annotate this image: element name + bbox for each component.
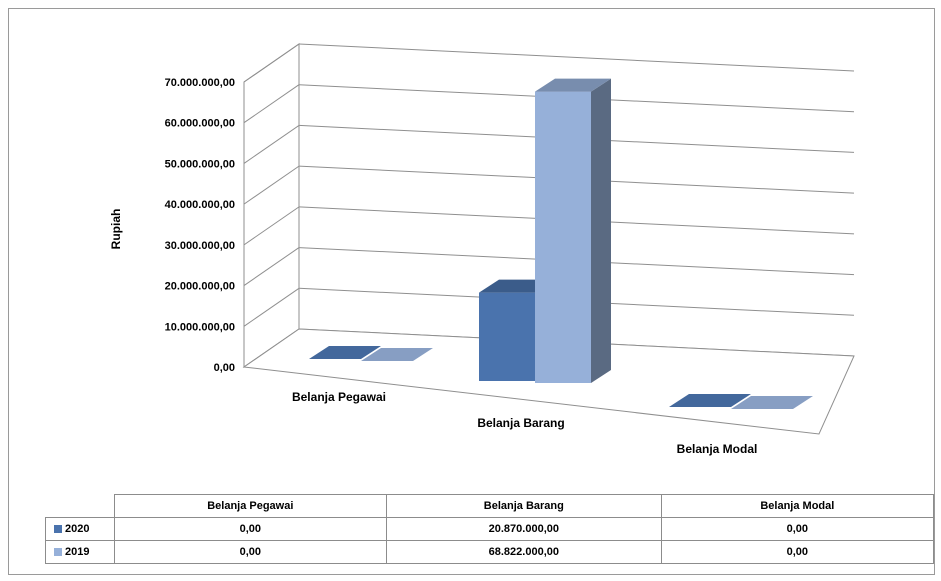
bar-2019-belanja-barang bbox=[535, 91, 591, 384]
gridline-side bbox=[243, 287, 300, 327]
y-tick-label: 50.000.000,00 bbox=[165, 158, 235, 170]
table-cell: 0,00 bbox=[113, 517, 388, 541]
legend-label: 2019 bbox=[65, 546, 90, 558]
side-wall bbox=[243, 43, 300, 368]
gridline-side bbox=[243, 125, 300, 164]
table-cell: 20.870.000,00 bbox=[386, 517, 662, 541]
table-header-cell: Belanja Pegawai bbox=[113, 494, 388, 518]
chart-container: 0,00 10.000.000,00 20.000.000,00 30.000.000… bbox=[8, 8, 935, 575]
table-header-cell: Belanja Modal bbox=[660, 494, 935, 518]
legend-key-2019: 2019 bbox=[45, 540, 115, 564]
data-table: Belanja Pegawai Belanja Barang Belanja M… bbox=[45, 494, 935, 564]
bar-chart-3d: 0,00 10.000.000,00 20.000.000,00 30.000.000… bbox=[109, 43, 855, 456]
x-category-label: Belanja Pegawai bbox=[292, 390, 386, 404]
legend-key-2020: 2020 bbox=[45, 517, 115, 541]
y-tick-label: 60.000.000,00 bbox=[165, 118, 235, 130]
y-tick-label: 20.000.000,00 bbox=[165, 281, 235, 293]
legend-swatch bbox=[54, 525, 62, 534]
gridline-side bbox=[243, 43, 300, 83]
table-cell: 68.822.000,00 bbox=[386, 540, 662, 564]
legend-swatch bbox=[54, 548, 62, 557]
y-tick-label: 70.000.000,00 bbox=[165, 77, 235, 89]
gridline bbox=[298, 43, 855, 72]
table-cell: 0,00 bbox=[660, 540, 935, 564]
table-row: 2019 0,00 68.822.000,00 0,00 bbox=[45, 540, 935, 564]
gridline-side bbox=[243, 84, 300, 124]
y-tick-label: 30.000.000,00 bbox=[165, 240, 235, 252]
table-row: 2020 0,00 20.870.000,00 0,00 bbox=[45, 517, 935, 541]
x-category-label: Belanja Barang bbox=[477, 416, 564, 430]
y-tick-label: 40.000.000,00 bbox=[165, 199, 235, 211]
y-tick-label: 0,00 bbox=[214, 362, 235, 374]
bar-top-face bbox=[361, 348, 433, 361]
x-category-label: Belanja Modal bbox=[677, 442, 758, 456]
bar-side-face bbox=[591, 78, 611, 384]
bar-top-face bbox=[669, 394, 751, 407]
gridline-side bbox=[243, 247, 300, 286]
gridline-side bbox=[243, 206, 300, 246]
y-tick-label: 10.000.000,00 bbox=[165, 321, 235, 333]
bar-2020-belanja-barang bbox=[479, 292, 535, 381]
table-cell: 0,00 bbox=[660, 517, 935, 541]
table-header-row: Belanja Pegawai Belanja Barang Belanja M… bbox=[45, 494, 935, 518]
table-cell: 0,00 bbox=[113, 540, 388, 564]
y-axis-title: Rupiah bbox=[109, 209, 123, 250]
bar-top-face bbox=[731, 396, 813, 409]
legend-label: 2020 bbox=[65, 523, 90, 535]
table-corner-cell bbox=[45, 494, 115, 518]
bar-top-face bbox=[535, 78, 611, 92]
bar-top-face bbox=[309, 346, 381, 359]
gridline-side bbox=[243, 165, 300, 205]
table-header-cell: Belanja Barang bbox=[386, 494, 662, 518]
